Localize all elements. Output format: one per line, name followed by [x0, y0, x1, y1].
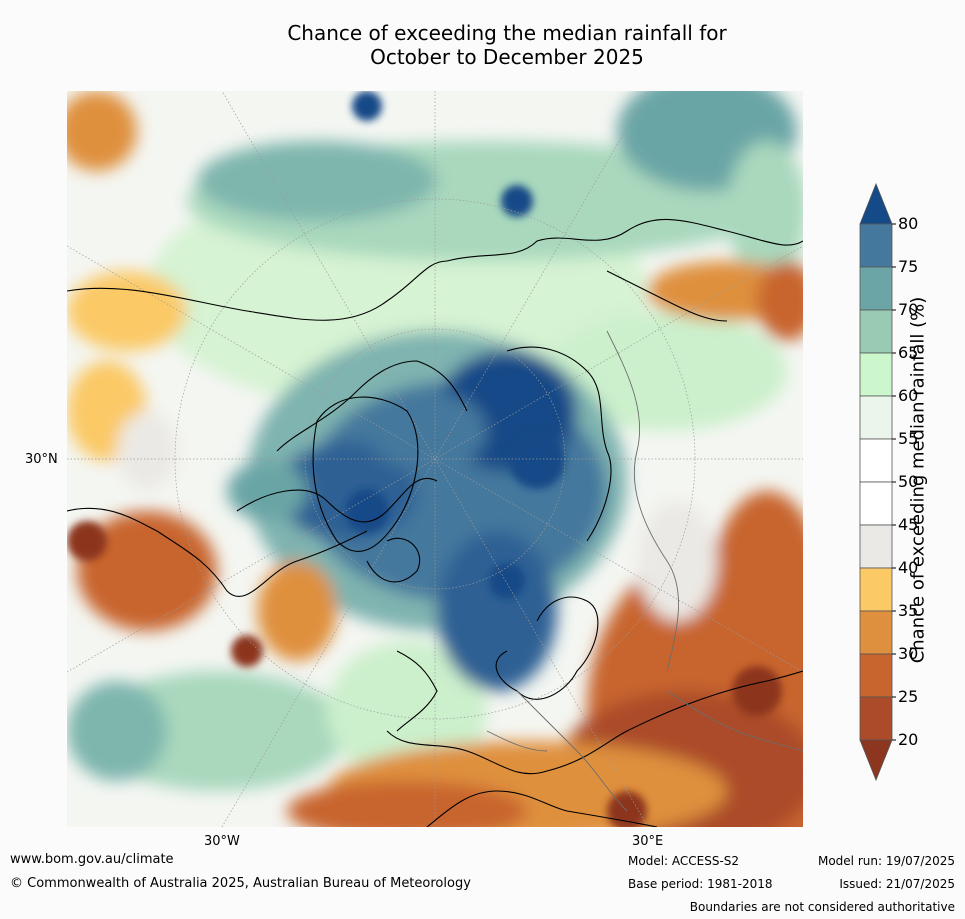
colorbar-tick-label: 65 — [898, 343, 918, 362]
colorbar-segment-c55_60 — [859, 395, 893, 440]
country-borders — [486, 330, 803, 812]
colorbar-segment-c25_30 — [859, 653, 893, 698]
colorbar-tick-label: 20 — [898, 730, 918, 749]
colorbar-segment-c65_70 — [859, 309, 893, 354]
footer-model: Model: ACCESS-S2 — [628, 854, 740, 868]
colorbar-tick-label: 55 — [898, 429, 918, 448]
greenland-outline — [312, 396, 419, 552]
colorbar-segment-c30_35 — [859, 610, 893, 655]
colorbar-segment-c20_25 — [859, 696, 893, 741]
footer-issued: Issued: 21/07/2025 — [839, 877, 955, 891]
rainfall-detail — [67, 91, 782, 827]
graticule — [67, 91, 803, 827]
colorbar-segment-c45_50 — [859, 481, 893, 526]
title-line-1: Chance of exceeding the median rainfall … — [287, 21, 727, 45]
lon-label-30e: 30°E — [632, 834, 664, 849]
colorbar-tick-label: 80 — [898, 214, 918, 233]
map-canvas — [67, 91, 803, 827]
footer-model-run: Model run: 19/07/2025 — [817, 854, 955, 868]
colorbar-segment-c75_80 — [859, 223, 893, 268]
lat-label-30n: 30°N — [25, 452, 58, 467]
colorbar-tick-label: 35 — [898, 601, 918, 620]
footer-disclaimer: Boundaries are not considered authoritat… — [689, 900, 955, 914]
colorbar-extend-top — [859, 182, 893, 225]
footer-copyright: © Commonwealth of Australia 2025, Austra… — [10, 876, 471, 891]
colorbar-tick-label: 75 — [898, 257, 918, 276]
colorbar-tick-label: 25 — [898, 687, 918, 706]
colorbar: 80 75 70 65 60 55 50 45 40 35 30 25 20 — [859, 182, 918, 782]
footer-base-period: Base period: 1981-2018 — [628, 877, 773, 891]
colorbar-segment-c60_65 — [859, 352, 893, 397]
lon-label-30w: 30°W — [204, 834, 240, 849]
colorbar-segment-c40_45 — [859, 524, 893, 569]
colorbar-tick-label: 45 — [898, 515, 918, 534]
colorbar-segment-c35_40 — [859, 567, 893, 612]
map-title: Chance of exceeding the median rainfall … — [0, 21, 965, 69]
colorbar-tick-label: 60 — [898, 386, 918, 405]
colorbar-tick-label: 30 — [898, 644, 918, 663]
colorbar-tick-label: 70 — [898, 300, 918, 319]
title-line-2: October to December 2025 — [370, 45, 644, 69]
colorbar-segment-c70_75 — [859, 266, 893, 311]
colorbar-tick-label: 50 — [898, 472, 918, 491]
rainfall-map — [67, 91, 803, 827]
colorbar-title-text: Chance of exceeding median rainfall (%) — [907, 296, 929, 664]
colorbar-segment-c50_55 — [859, 438, 893, 483]
coastlines — [67, 218, 803, 827]
colorbar-extend-bottom — [859, 739, 893, 782]
colorbar-tick-label: 40 — [898, 558, 918, 577]
footer-website[interactable]: www.bom.gov.au/climate — [10, 852, 174, 867]
